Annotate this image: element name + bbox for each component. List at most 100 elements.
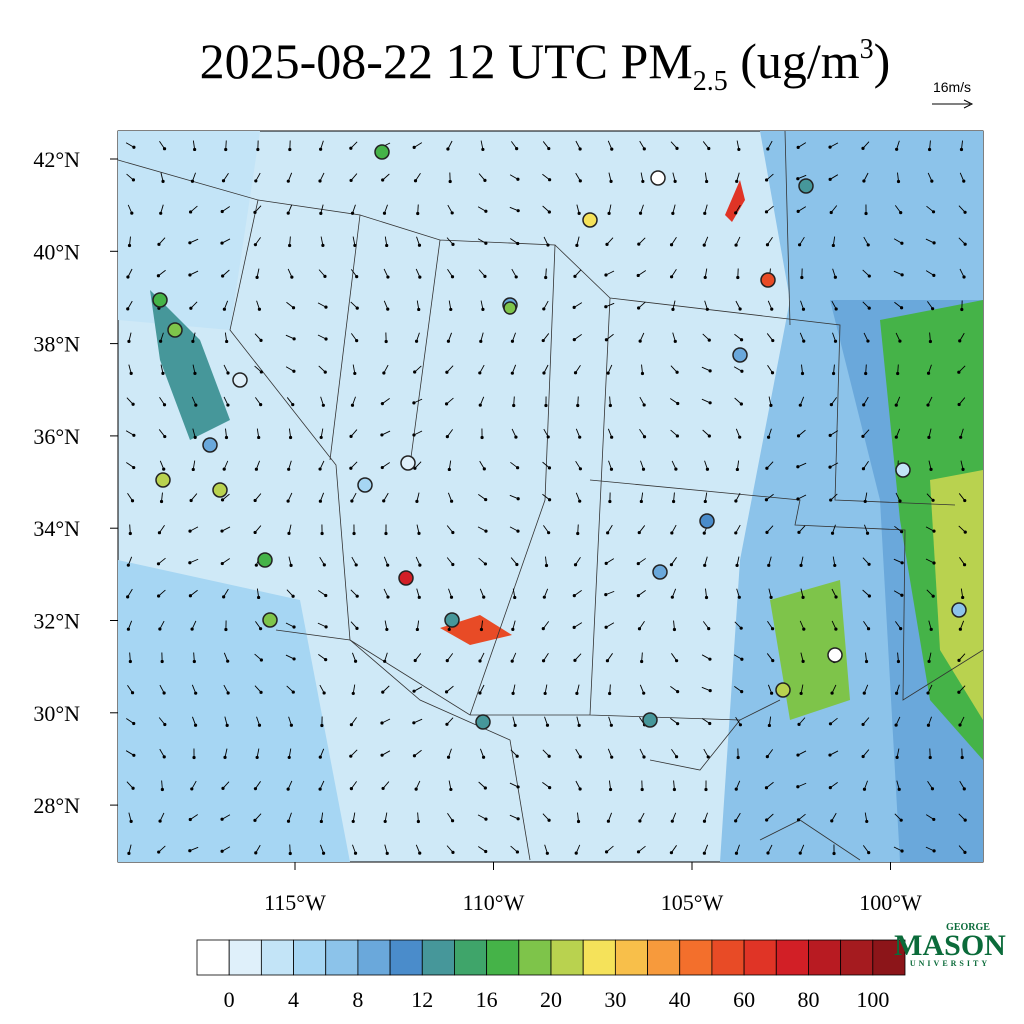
wind-vector-head (319, 819, 323, 824)
wind-vector-head (412, 754, 417, 758)
wind-vector-head (511, 627, 515, 631)
wind-vector-head (900, 530, 904, 534)
title-text: 2025-08-22 12 UTC PM (200, 33, 693, 89)
wind-vector-head (609, 723, 613, 727)
wind-vector-head (738, 307, 742, 311)
wind-vector-head (385, 851, 389, 855)
colorbar-label: 60 (733, 987, 755, 1012)
wind-vector-head (220, 529, 224, 533)
title-text: ) (874, 33, 891, 89)
wind-vector-head (156, 274, 161, 278)
wind-vector-head (322, 691, 326, 695)
lat-label: 34°N (33, 516, 80, 541)
wind-vector-head (131, 178, 136, 182)
wind-vector-head (257, 723, 262, 727)
wind-vector-head (132, 145, 136, 149)
wind-vector-head (478, 403, 482, 407)
wind-vector-head (930, 179, 934, 183)
wind-vector-head (796, 818, 801, 822)
wind-vector-head (573, 371, 578, 375)
wind-vector-head (867, 274, 871, 278)
wind-vector-head (484, 817, 488, 821)
wind-vector-head (386, 307, 390, 311)
wind-vector-head (801, 659, 805, 663)
wind-vector-head (830, 691, 834, 695)
wind-vector-head (130, 499, 135, 503)
wind-vector-head (292, 369, 296, 373)
wind-vector-head (547, 531, 551, 535)
wind-vector-head (898, 499, 902, 503)
wind-vector-head (127, 339, 131, 343)
wind-vector-head (739, 402, 743, 406)
wind-vector-head (415, 499, 419, 503)
wind-vector-head (291, 690, 295, 694)
wind-vector-head (608, 691, 612, 696)
wind-vector-head (674, 659, 679, 663)
wind-vector-head (831, 371, 836, 376)
wind-vector-head (254, 467, 259, 471)
wind-vector-head (225, 339, 229, 344)
wind-vector-head (861, 434, 865, 438)
wind-vector-head (799, 691, 803, 696)
wind-vector-head (737, 595, 741, 599)
station (827, 647, 843, 663)
wind-vector-head (604, 561, 608, 566)
wind-vector-head (796, 785, 800, 789)
wind-vector-head (194, 691, 198, 695)
wind-vector-head (221, 786, 225, 790)
wind-vector-head (484, 497, 488, 502)
wind-vector-head (861, 722, 865, 727)
wind-vector-head (162, 403, 167, 407)
wind-vector-head (349, 146, 353, 150)
vector-scale-label: 16m/s (933, 79, 971, 95)
wind-vector-head (162, 691, 166, 695)
wind-vector-head (382, 211, 387, 215)
wind-vector-head (609, 179, 613, 183)
colorbar-label: 16 (476, 987, 498, 1012)
wind-vector-head (319, 211, 323, 215)
wind-vector-head (608, 787, 613, 792)
wind-vector-head (220, 209, 224, 214)
wind-vector-head (418, 851, 422, 855)
wind-vector-head (864, 211, 868, 216)
wind-vector-head (380, 753, 384, 757)
wind-vector-head (126, 595, 130, 599)
wind-vector-head (157, 242, 161, 246)
wind-vector-head (543, 691, 547, 696)
wind-vector-head (708, 689, 712, 693)
wind-vector-head (926, 723, 931, 727)
wind-vector-head (129, 371, 133, 375)
wind-vector-head (131, 786, 135, 790)
wind-vector-head (288, 243, 292, 248)
wind-vector-head (576, 531, 580, 536)
wind-vector-head (898, 339, 902, 343)
wind-vector-head (800, 275, 804, 280)
wind-vector-head (191, 467, 195, 472)
wind-vector-head (962, 275, 966, 279)
wind-vector-head (510, 659, 514, 663)
wind-vector-head (828, 145, 832, 149)
wind-vector-head (764, 498, 769, 502)
wind-vector-head (351, 691, 355, 696)
wind-vector-head (896, 659, 901, 664)
wind-vector-head (254, 563, 258, 567)
wind-vector-head (320, 723, 324, 728)
wind-vector-head (672, 787, 677, 792)
wind-vector-head (350, 211, 355, 215)
wind-vector-head (131, 402, 135, 406)
colorbar-box (389, 939, 423, 976)
wind-vector-head (572, 593, 576, 598)
wind-vector-head (637, 530, 641, 535)
wind-vector-head (547, 498, 552, 502)
wind-vector-head (706, 755, 710, 759)
wind-vector-head (516, 497, 520, 501)
wind-vector-head (478, 691, 482, 695)
map (117, 130, 984, 863)
wind-vector-head (446, 147, 450, 151)
wind-vector-head (446, 339, 451, 343)
wind-vector-head (765, 466, 769, 470)
wind-vector-head (675, 146, 679, 150)
wind-vector-head (384, 339, 388, 344)
wind-vector-head (957, 658, 961, 662)
wind-vector-head (642, 403, 646, 407)
